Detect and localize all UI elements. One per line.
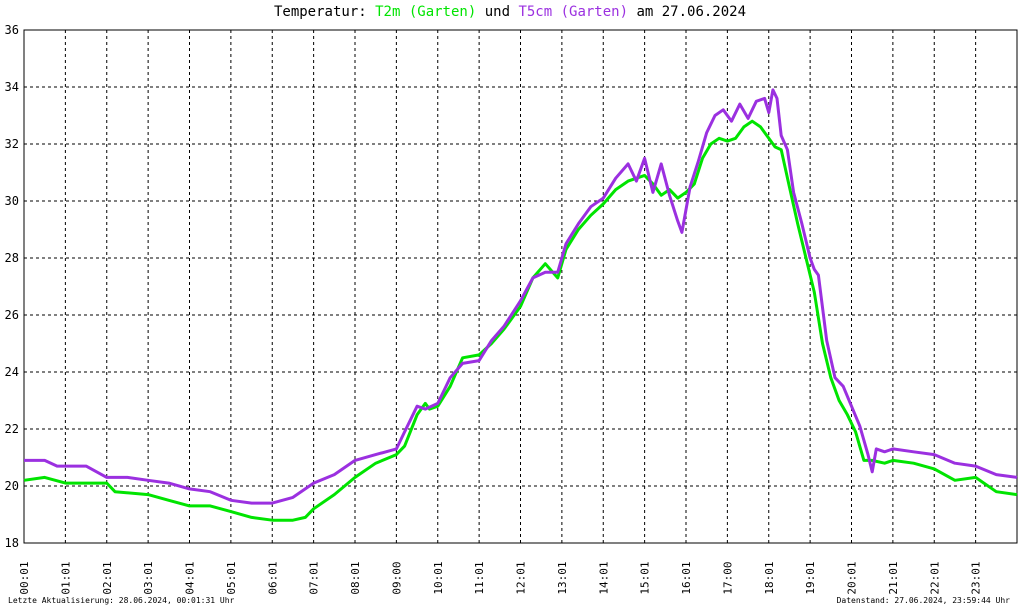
y-tick-label: 22	[5, 422, 19, 436]
x-tick-label: 16:01	[680, 561, 693, 594]
x-tick-label: 03:01	[142, 561, 155, 594]
x-tick-label: 17:00	[721, 561, 734, 594]
last-update-text: Letzte Aktualisierung: 28.06.2024, 00:01…	[8, 596, 235, 605]
x-tick-label: 20:01	[846, 561, 859, 594]
title-connector: und	[476, 4, 519, 20]
grid-lines	[24, 30, 1017, 543]
x-tick-label: 02:01	[101, 561, 114, 594]
x-axis-ticks: 00:01 01:01 02:01 03:01 04:01 05:01 06:01 07:01…	[18, 561, 983, 594]
y-tick-label: 18	[5, 536, 19, 550]
x-tick-label: 21:01	[887, 561, 900, 594]
title-series-t2m: T2m (Garten)	[375, 4, 477, 20]
y-tick-label: 20	[5, 479, 19, 493]
x-tick-label: 10:01	[432, 561, 445, 594]
y-tick-label: 26	[5, 308, 19, 322]
title-prefix: Temperatur:	[273, 4, 376, 20]
plot-area	[23, 29, 1018, 544]
y-tick-label: 32	[5, 137, 19, 151]
x-tick-label: 08:01	[349, 561, 362, 594]
x-tick-label: 00:01	[18, 561, 31, 594]
title-suffix: am 27.06.2024	[628, 4, 747, 20]
x-tick-label: 06:01	[266, 561, 279, 594]
series-lines	[23, 88, 1018, 522]
x-tick-label: 12:01	[515, 561, 528, 594]
x-tick-label: 04:01	[184, 561, 197, 594]
y-tick-label: 34	[5, 80, 19, 94]
x-tick-label: 11:01	[473, 561, 486, 594]
y-tick-label: 24	[5, 365, 19, 379]
series-line-t5cm	[24, 88, 1018, 505]
series-line-t2m	[23, 119, 1018, 522]
title-series-t5cm: T5cm (Garten)	[518, 4, 629, 20]
x-tick-label: 13:01	[556, 561, 569, 594]
x-tick-label: 18:01	[763, 561, 776, 594]
x-tick-label: 01:01	[59, 561, 72, 594]
y-tick-label: 30	[5, 194, 19, 208]
x-tick-label: 23:01	[970, 561, 983, 594]
x-tick-label: 05:01	[225, 561, 238, 594]
x-tick-label: 22:01	[928, 561, 941, 594]
data-state-text: Datenstand: 27.06.2024, 23:59:44 Uhr	[836, 596, 1010, 605]
x-tick-label: 07:01	[308, 561, 321, 594]
x-tick-label: 19:01	[804, 561, 817, 594]
x-tick-label: 09:00	[390, 561, 403, 594]
y-tick-label: 36	[5, 23, 19, 37]
y-tick-label: 28	[5, 251, 19, 265]
chart-title: Temperatur: T2m (Garten) und T5cm (Garte…	[0, 4, 1020, 20]
x-tick-label: 14:01	[597, 561, 610, 594]
y-axis-ticks: 18 20 22 24 26 28 30 32 34 36	[5, 23, 19, 550]
x-tick-label: 15:01	[639, 561, 652, 594]
